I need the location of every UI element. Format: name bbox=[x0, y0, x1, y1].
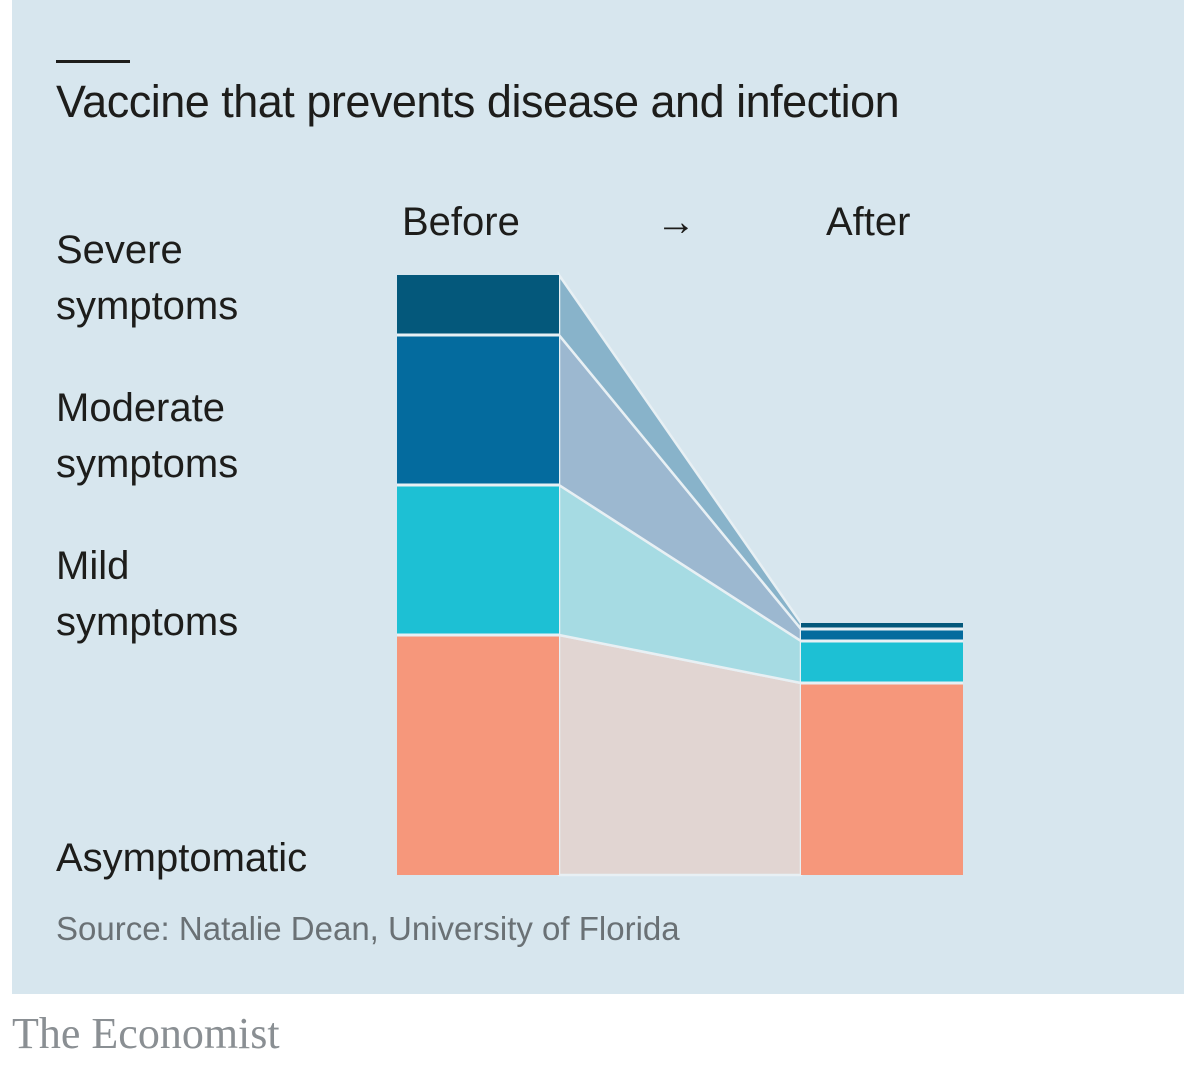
title-rule bbox=[56, 60, 130, 63]
source-note: Source: Natalie Dean, University of Flor… bbox=[56, 910, 680, 947]
after-bar-mild bbox=[801, 641, 963, 683]
label-moderate-text: Moderate symptoms bbox=[56, 386, 239, 486]
label-mild: Mild symptoms bbox=[56, 538, 238, 650]
label-severe-text: Severe symptoms bbox=[56, 228, 239, 328]
brand-logo: The Economist bbox=[12, 1009, 280, 1058]
label-asymptomatic: Asymptomatic bbox=[56, 830, 307, 886]
column-after-label: After bbox=[826, 200, 911, 244]
label-severe: Severe symptoms bbox=[56, 222, 238, 334]
before-bar-severe bbox=[397, 275, 559, 335]
before-bar-mild bbox=[397, 485, 559, 635]
before-bar-moderate bbox=[397, 335, 559, 485]
before-bar-asymptomatic bbox=[397, 635, 559, 875]
chart-title: Vaccine that prevents disease and infect… bbox=[56, 76, 900, 127]
after-bar-severe bbox=[801, 623, 963, 629]
label-asymptomatic-text: Asymptomatic bbox=[56, 836, 308, 880]
stacked-bar-flow-chart bbox=[397, 271, 963, 877]
label-mild-text: Mild symptoms bbox=[56, 544, 239, 644]
after-bar-moderate bbox=[801, 629, 963, 641]
arrow-label: → bbox=[656, 200, 696, 244]
column-before-label: Before bbox=[402, 200, 520, 244]
after-bar-asymptomatic bbox=[801, 683, 963, 875]
label-moderate: Moderate symptoms bbox=[56, 380, 238, 492]
